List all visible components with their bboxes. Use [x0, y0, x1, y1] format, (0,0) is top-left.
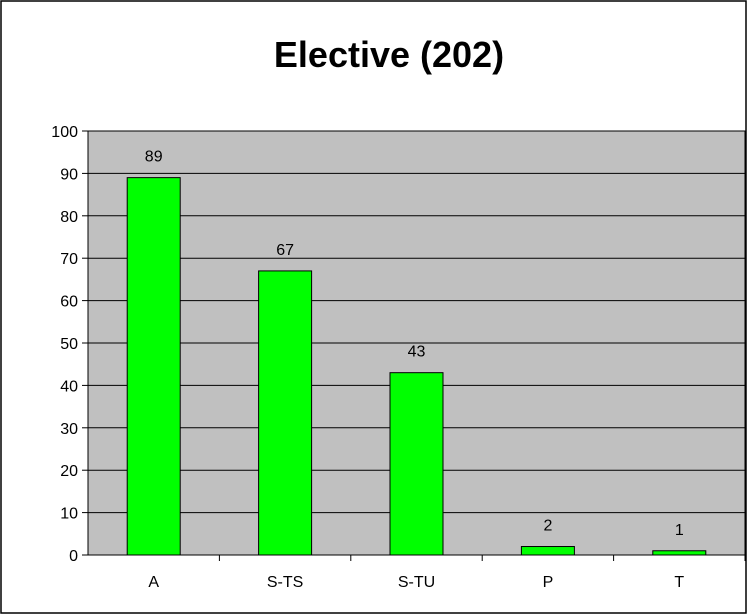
data-label: 67 [276, 242, 294, 259]
y-tick-label: 20 [60, 463, 78, 480]
bar-t [652, 550, 707, 556]
y-tick-label: 50 [60, 336, 78, 353]
data-labels: 89 67 43 2 1 [145, 149, 684, 539]
x-category-label: T [674, 574, 684, 591]
axes [82, 130, 746, 561]
x-category-labels: A S-TS S-TU P T [148, 574, 684, 591]
y-tick-label: 80 [60, 209, 78, 226]
x-category-label: S-TS [267, 574, 303, 591]
y-tick-label: 60 [60, 294, 78, 311]
data-label: 43 [408, 344, 426, 361]
x-category-label: S-TU [398, 574, 435, 591]
y-tick-label: 0 [69, 548, 78, 565]
x-category-label: P [543, 574, 554, 591]
y-tick-label: 70 [60, 251, 78, 268]
bar-s-tu [389, 372, 444, 556]
data-label: 2 [543, 518, 552, 535]
y-tick-label: 100 [51, 124, 78, 141]
y-tick-label: 30 [60, 421, 78, 438]
bar-p [520, 546, 575, 556]
bar-s-ts [258, 270, 313, 556]
y-tick-labels: 0 10 20 30 40 50 60 70 80 90 100 [51, 124, 78, 565]
y-tick-label: 40 [60, 378, 78, 395]
y-tick-label: 10 [60, 506, 78, 523]
x-category-label: A [148, 574, 159, 591]
bar-a [126, 177, 181, 556]
data-label: 1 [675, 522, 684, 539]
y-tick-label: 90 [60, 166, 78, 183]
chart-title: Elective (202) [274, 34, 504, 75]
data-label: 89 [145, 149, 163, 166]
